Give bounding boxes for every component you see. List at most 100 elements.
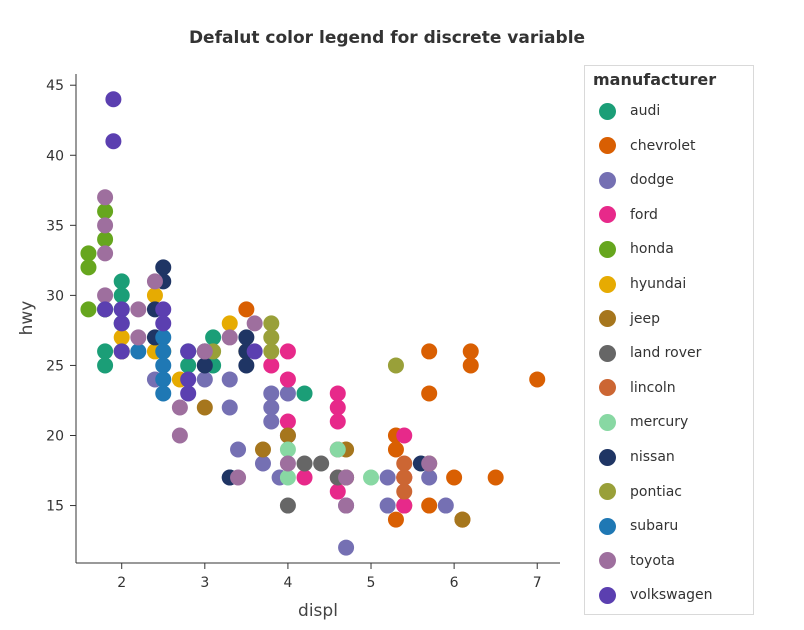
legend-title: manufacturer bbox=[593, 70, 717, 89]
legend-item-subaru[interactable]: subaru bbox=[599, 514, 678, 538]
legend-swatch bbox=[599, 517, 616, 535]
points-layer bbox=[80, 91, 546, 556]
data-point-nissan bbox=[238, 357, 255, 374]
data-point-ford bbox=[396, 497, 413, 514]
data-point-volkswagen bbox=[105, 91, 122, 108]
data-point-jeep bbox=[196, 399, 213, 416]
y-tick-label: 15 bbox=[46, 499, 64, 515]
data-point-subaru bbox=[155, 329, 172, 346]
data-point-dodge bbox=[379, 497, 396, 514]
legend-label: dodge bbox=[630, 172, 674, 189]
data-point-toyota bbox=[279, 455, 296, 472]
data-point-ford bbox=[329, 399, 346, 416]
data-point-chevrolet bbox=[462, 343, 479, 360]
data-point-mercury bbox=[329, 441, 346, 458]
data-point-toyota bbox=[171, 427, 188, 444]
data-point-hyundai bbox=[113, 329, 130, 346]
legend-swatch bbox=[599, 379, 616, 397]
data-point-volkswagen bbox=[113, 343, 130, 360]
y-tick-label: 35 bbox=[46, 218, 64, 234]
data-point-pontiac bbox=[263, 343, 280, 360]
data-point-toyota bbox=[97, 189, 114, 206]
data-point-subaru bbox=[155, 357, 172, 374]
data-point-subaru bbox=[155, 343, 172, 360]
data-point-chevrolet bbox=[529, 371, 546, 388]
data-point-toyota bbox=[97, 287, 114, 304]
data-point-chevrolet bbox=[387, 441, 404, 458]
data-point-audi bbox=[205, 329, 222, 346]
legend-label: chevrolet bbox=[630, 137, 696, 154]
data-point-volkswagen bbox=[105, 133, 122, 150]
legend-item-land-rover[interactable]: land rover bbox=[599, 341, 701, 365]
data-point-chevrolet bbox=[446, 469, 463, 486]
data-point-chevrolet bbox=[421, 385, 438, 402]
legend-swatch bbox=[599, 171, 616, 189]
data-point-mercury bbox=[363, 469, 380, 486]
data-point-volkswagen bbox=[113, 301, 130, 318]
y-tick-label: 45 bbox=[46, 78, 64, 94]
y-tick-label: 20 bbox=[46, 428, 64, 444]
data-point-volkswagen bbox=[113, 315, 130, 332]
data-point-dodge bbox=[437, 497, 454, 514]
data-point-chevrolet bbox=[387, 511, 404, 528]
legend-item-audi[interactable]: audi bbox=[599, 99, 660, 123]
legend-item-hyundai[interactable]: hyundai bbox=[599, 272, 686, 296]
data-point-volkswagen bbox=[97, 301, 114, 318]
data-point-toyota bbox=[130, 301, 147, 318]
data-point-mercury bbox=[279, 469, 296, 486]
x-tick-label: 7 bbox=[533, 575, 542, 591]
data-point-subaru bbox=[155, 385, 172, 402]
data-point-dodge bbox=[230, 441, 247, 458]
legend-item-jeep[interactable]: jeep bbox=[599, 307, 660, 331]
data-point-jeep bbox=[454, 511, 471, 528]
legend-swatch bbox=[599, 586, 616, 604]
legend-label: toyota bbox=[630, 552, 675, 569]
legend-swatch bbox=[599, 483, 616, 501]
data-point-chevrolet bbox=[462, 357, 479, 374]
legend-label: hyundai bbox=[630, 276, 687, 292]
legend-swatch bbox=[599, 240, 616, 258]
legend-label: lincoln bbox=[630, 379, 676, 396]
data-point-dodge bbox=[279, 385, 296, 402]
legend-item-mercury[interactable]: mercury bbox=[599, 410, 688, 434]
data-point-nissan bbox=[196, 357, 213, 374]
data-point-honda bbox=[97, 203, 114, 220]
data-point-volkswagen bbox=[246, 343, 263, 360]
legend-item-ford[interactable]: ford bbox=[599, 203, 658, 227]
legend-item-pontiac[interactable]: pontiac bbox=[599, 480, 682, 504]
legend-item-volkswagen[interactable]: volkswagen bbox=[599, 583, 713, 607]
data-point-audi bbox=[180, 357, 197, 374]
data-point-chevrolet bbox=[238, 301, 255, 318]
data-point-hyundai bbox=[221, 315, 238, 332]
data-point-ford bbox=[279, 413, 296, 430]
data-point-dodge bbox=[421, 469, 438, 486]
data-point-jeep bbox=[254, 441, 271, 458]
legend-item-lincoln[interactable]: lincoln bbox=[599, 376, 676, 400]
data-point-land-rover bbox=[296, 455, 313, 472]
data-point-ford bbox=[296, 469, 313, 486]
data-point-toyota bbox=[196, 343, 213, 360]
legend-item-dodge[interactable]: dodge bbox=[599, 168, 674, 192]
legend-item-toyota[interactable]: toyota bbox=[599, 549, 675, 573]
legend-item-honda[interactable]: honda bbox=[599, 237, 674, 261]
legend-swatch bbox=[599, 448, 616, 466]
data-point-toyota bbox=[171, 399, 188, 416]
x-tick-label: 4 bbox=[283, 575, 292, 591]
data-point-volkswagen bbox=[155, 301, 172, 318]
data-point-pontiac bbox=[387, 357, 404, 374]
data-point-dodge bbox=[263, 399, 280, 416]
legend-label: honda bbox=[630, 241, 674, 258]
x-tick-label: 3 bbox=[200, 575, 209, 591]
data-point-dodge bbox=[221, 399, 238, 416]
data-point-volkswagen bbox=[180, 371, 197, 388]
data-point-audi bbox=[113, 287, 130, 304]
legend-item-chevrolet[interactable]: chevrolet bbox=[599, 134, 695, 158]
data-point-chevrolet bbox=[487, 469, 504, 486]
legend-item-nissan[interactable]: nissan bbox=[599, 445, 675, 469]
data-point-land-rover bbox=[313, 455, 330, 472]
y-axis-ticks: 15 20 25 30 35 40 45 bbox=[46, 78, 76, 515]
legend-label: audi bbox=[630, 103, 661, 119]
data-point-nissan bbox=[155, 259, 172, 276]
data-point-volkswagen bbox=[180, 343, 197, 360]
